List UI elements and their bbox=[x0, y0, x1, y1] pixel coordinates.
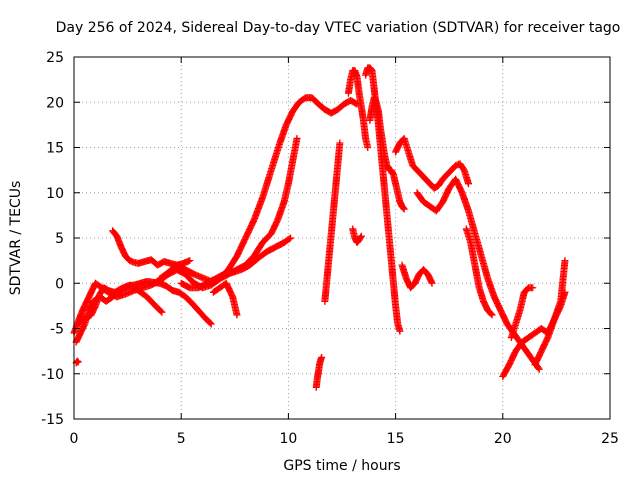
data-point bbox=[400, 205, 408, 213]
data-point bbox=[561, 288, 569, 296]
data-point bbox=[73, 357, 81, 365]
series-arc-q bbox=[462, 225, 496, 319]
grid bbox=[74, 57, 610, 419]
x-tick-label: 25 bbox=[601, 431, 619, 447]
data-point bbox=[488, 311, 496, 319]
data-point bbox=[561, 257, 569, 265]
data-point bbox=[428, 279, 436, 287]
series-arc-j bbox=[344, 67, 372, 151]
x-tick-label: 15 bbox=[387, 431, 405, 447]
x-tick-label: 0 bbox=[70, 431, 79, 447]
data-point bbox=[287, 234, 295, 242]
data-point bbox=[206, 319, 214, 327]
data-point bbox=[336, 139, 344, 147]
y-tick-label: 5 bbox=[55, 231, 64, 247]
x-axis-title: GPS time / hours bbox=[283, 458, 400, 474]
x-tick-label: 20 bbox=[494, 431, 512, 447]
x-tick-label: 5 bbox=[177, 431, 186, 447]
data-point bbox=[74, 358, 82, 366]
series-arc-s bbox=[507, 284, 537, 342]
series-arc-f bbox=[177, 234, 295, 292]
series-arc-d bbox=[109, 227, 194, 269]
chart-title: Day 256 of 2024, Sidereal Day-to-day VTE… bbox=[56, 20, 621, 36]
series-arc-n bbox=[392, 134, 472, 192]
y-axis-title: SDTVAR / TECUs bbox=[8, 181, 24, 296]
data-point bbox=[399, 204, 407, 212]
x-tick-label: 10 bbox=[279, 431, 297, 447]
x-axis: 0 5 10 15 20 25 bbox=[70, 57, 619, 447]
data-point bbox=[534, 364, 542, 372]
series-arc-o bbox=[398, 261, 436, 292]
series-arc-e bbox=[156, 134, 301, 285]
data-point bbox=[186, 257, 194, 265]
y-tick-label: 10 bbox=[46, 186, 64, 202]
data-point bbox=[357, 232, 365, 240]
series-arc-t bbox=[531, 288, 569, 369]
data-point bbox=[535, 365, 543, 373]
y-tick-label: -10 bbox=[41, 367, 64, 383]
series-arc-p bbox=[413, 175, 543, 373]
data-point bbox=[157, 307, 165, 315]
y-tick-label: 0 bbox=[55, 276, 64, 292]
data-point bbox=[285, 235, 293, 243]
data-point bbox=[318, 353, 326, 361]
data-point bbox=[364, 144, 372, 151]
data-point bbox=[487, 310, 495, 318]
data-point bbox=[293, 134, 301, 142]
y-axis: -15 -10 -5 0 5 10 15 20 25 bbox=[41, 50, 610, 428]
data-point bbox=[529, 284, 537, 292]
y-tick-label: 15 bbox=[46, 141, 64, 157]
y-tick-label: 25 bbox=[46, 50, 64, 66]
data-point bbox=[158, 308, 166, 316]
y-tick-label: -5 bbox=[50, 322, 64, 338]
data-point bbox=[464, 180, 472, 188]
data-point bbox=[233, 311, 241, 319]
y-tick-label: -15 bbox=[41, 412, 64, 428]
series-arc-l bbox=[362, 64, 404, 335]
data-point bbox=[357, 233, 365, 241]
data-marks bbox=[70, 64, 569, 391]
series-arc-g bbox=[209, 279, 241, 319]
series-arc-m bbox=[366, 94, 408, 213]
series-arc-a bbox=[70, 94, 361, 337]
series-arc-i bbox=[321, 139, 344, 305]
y-tick-label: 20 bbox=[46, 95, 64, 111]
series-arc-k bbox=[349, 225, 365, 247]
data-point bbox=[207, 320, 215, 328]
series-arc-h bbox=[312, 353, 326, 391]
data-point bbox=[396, 327, 404, 335]
